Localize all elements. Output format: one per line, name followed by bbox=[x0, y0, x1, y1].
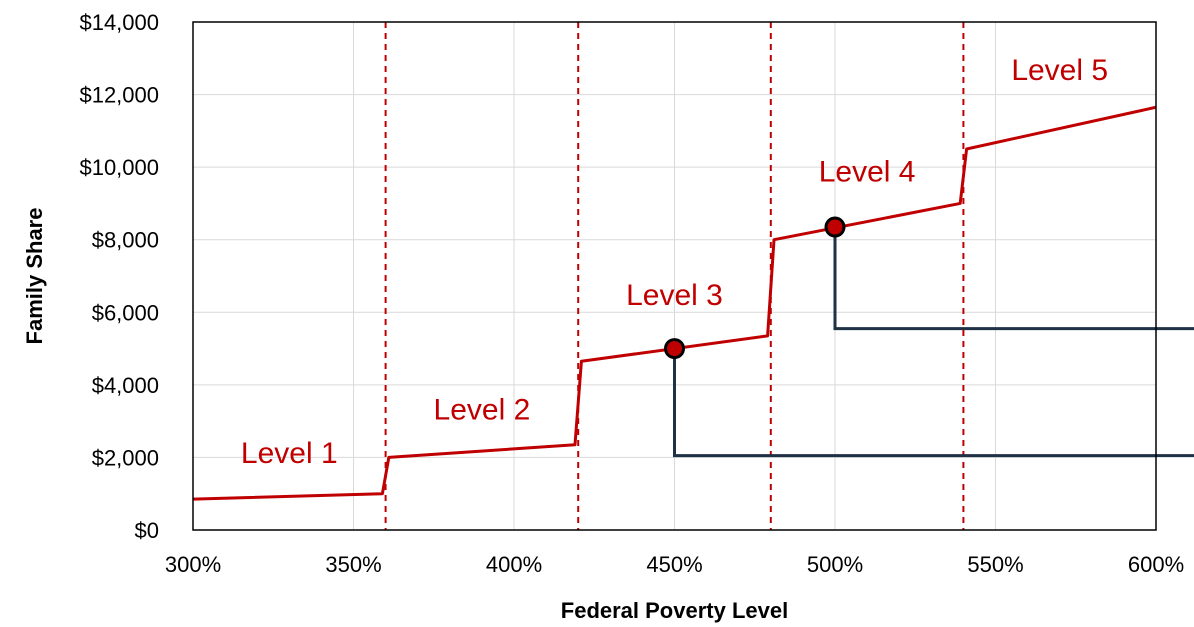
x-tick-label: 400% bbox=[486, 552, 542, 577]
level-label: Level 4 bbox=[819, 156, 916, 189]
highlight-point-marker bbox=[664, 338, 685, 360]
y-tick-label: $10,000 bbox=[79, 155, 159, 180]
y-tick-label: $0 bbox=[135, 518, 159, 543]
y-tick-label: $8,000 bbox=[92, 228, 159, 253]
x-tick-label: 600% bbox=[1128, 552, 1184, 577]
y-tick-label: $4,000 bbox=[92, 373, 159, 398]
level-label: Level 2 bbox=[434, 393, 531, 426]
x-tick-label: 550% bbox=[967, 552, 1023, 577]
y-tick-label: $6,000 bbox=[92, 300, 159, 325]
level-labels: Level 1 Level 2 Level 3 Level 4 Level 5 bbox=[241, 54, 1108, 470]
y-tick-label: $14,000 bbox=[79, 10, 159, 35]
level-label: Level 5 bbox=[1011, 54, 1108, 87]
grid bbox=[192, 21, 1157, 531]
x-tick-label: 450% bbox=[646, 552, 702, 577]
x-axis-title: Federal Poverty Level bbox=[561, 598, 788, 623]
x-tick-label: 500% bbox=[807, 552, 863, 577]
y-tick-label: $12,000 bbox=[79, 83, 159, 108]
axes: 300% 350% 400% 450% 500% 550% 600% $0 $2,000 $4,0… bbox=[79, 10, 1184, 577]
x-tick-label: 350% bbox=[325, 552, 381, 577]
callout-connector bbox=[673, 348, 1194, 458]
highlight-point-marker bbox=[824, 216, 846, 238]
x-tick-label: 300% bbox=[165, 552, 221, 577]
level-label: Level 1 bbox=[241, 437, 338, 470]
plot-area-border bbox=[192, 21, 1157, 531]
highlight-markers bbox=[664, 216, 846, 360]
y-tick-label: $2,000 bbox=[92, 445, 159, 470]
y-axis-title: Family Share bbox=[22, 208, 47, 345]
level-label: Level 3 bbox=[626, 279, 723, 312]
callout-connector bbox=[833, 227, 1194, 331]
callout-connectors bbox=[673, 227, 1194, 458]
